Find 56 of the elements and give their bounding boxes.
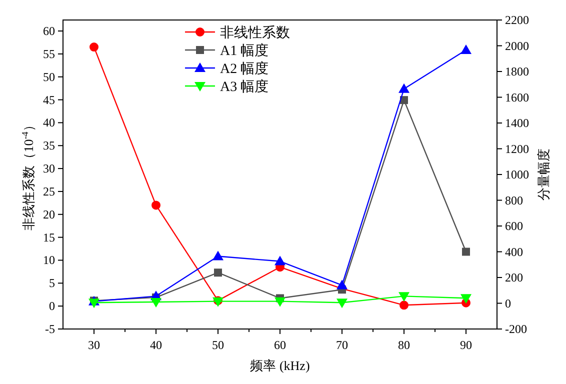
point (398, 292, 410, 302)
y2-tick-label: -200 (505, 322, 527, 336)
y2-tick-label: 1600 (505, 90, 529, 104)
point (212, 250, 224, 260)
y-tick-label: 30 (43, 162, 55, 176)
y-tick-label: 0 (49, 299, 55, 314)
y-tick-label: 25 (43, 184, 55, 198)
x-tick-label: 70 (336, 338, 348, 352)
x-tick-label: 80 (398, 338, 410, 352)
legend-label: A2 幅度 (220, 61, 269, 77)
y-tick-label: 50 (43, 70, 55, 84)
x-tick-label: 30 (88, 338, 100, 352)
point (152, 200, 160, 210)
x-tick-label: 60 (274, 338, 286, 352)
y2-tick-label: 0 (505, 296, 511, 310)
y2-tick-label: 2000 (505, 38, 529, 53)
x-tick-label: 90 (460, 338, 472, 352)
y2-tick-label: 600 (505, 219, 523, 233)
point (150, 298, 162, 308)
point (274, 256, 286, 266)
y-tick-label: 5 (49, 276, 55, 290)
y2-axis-title: 分量幅度 (536, 148, 551, 200)
point (90, 42, 98, 52)
point (336, 298, 348, 308)
legend-label: 非线性系数 (220, 25, 290, 41)
y2-tick-label: 1800 (505, 64, 529, 78)
x-tick-label: 50 (212, 338, 224, 352)
x-axis-title: 频率 (kHz) (250, 358, 310, 373)
y-tick-label: 35 (43, 138, 55, 153)
legend-label: A1 幅度 (220, 43, 269, 59)
y2-tick-label: 1000 (505, 168, 529, 182)
x-tick-label: 40 (150, 338, 162, 352)
point (88, 298, 100, 308)
y2-tick-label: 1400 (505, 116, 529, 130)
point (460, 294, 472, 304)
y2-tick-label: 200 (505, 270, 523, 284)
point (400, 300, 408, 310)
y-tick-label: 55 (43, 46, 55, 61)
y-tick-label: 20 (43, 207, 55, 222)
legend-label: A3 幅度 (220, 79, 269, 95)
y2-tick-label: 800 (505, 193, 523, 208)
point (398, 83, 410, 93)
y-tick-label: 10 (43, 253, 55, 268)
y2-tick-label: 2200 (505, 13, 529, 27)
point (214, 268, 222, 277)
y2-tick-label: 1200 (505, 142, 529, 156)
point (462, 248, 470, 256)
point (460, 44, 472, 54)
y-tick-label: 40 (43, 116, 55, 130)
y-tick-label: 60 (43, 24, 55, 38)
y2-tick-label: 400 (505, 244, 523, 259)
y-tick-label: -5 (45, 322, 55, 336)
y-tick-label: 15 (43, 230, 55, 244)
point (336, 280, 348, 290)
point (274, 297, 286, 307)
y-tick-label: 45 (43, 92, 55, 107)
